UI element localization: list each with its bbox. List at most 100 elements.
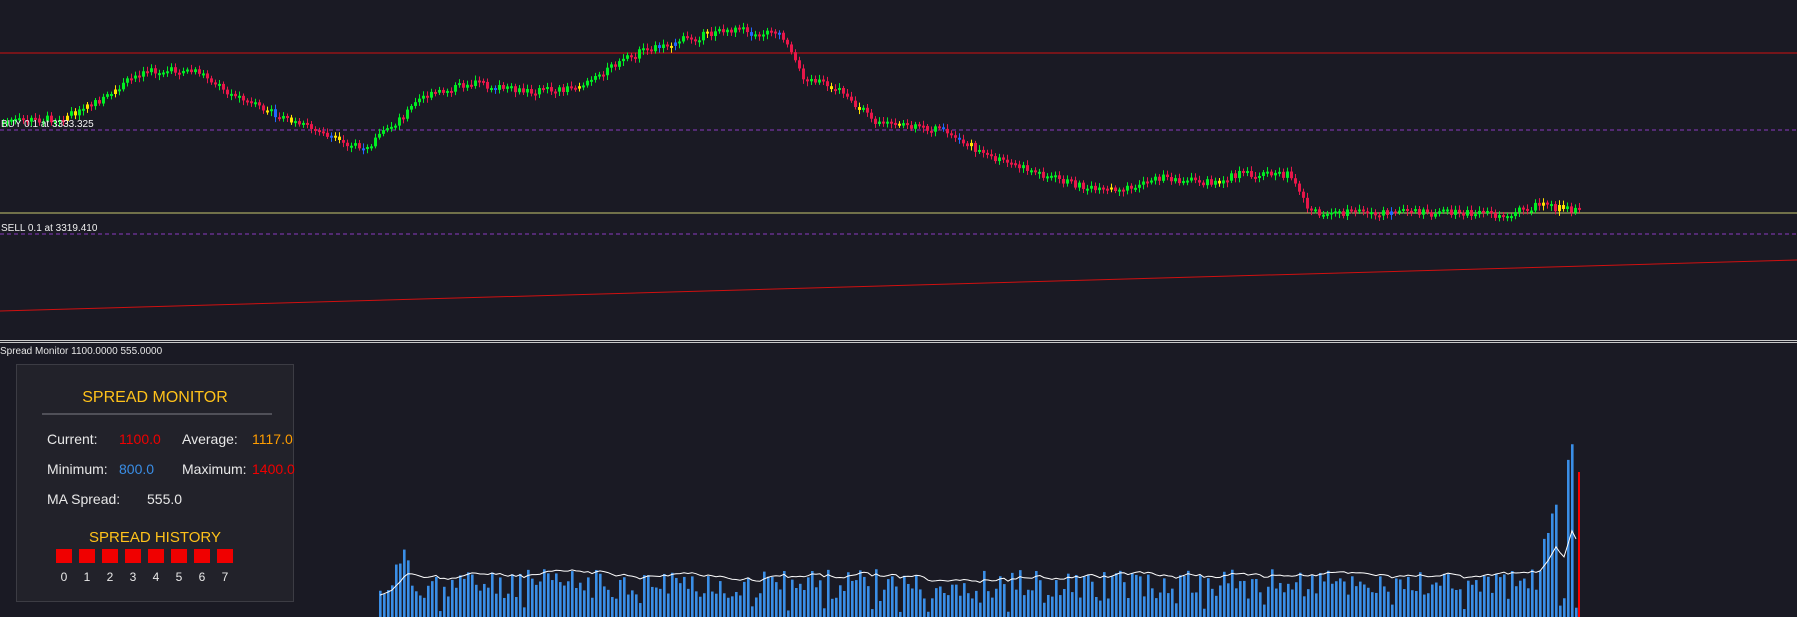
history-box (148, 549, 164, 563)
candle-body (626, 55, 629, 59)
candle-body (646, 48, 649, 51)
candle-body (346, 142, 349, 147)
spread-bar (771, 576, 774, 617)
candle-body (238, 95, 241, 98)
candle-body (814, 78, 817, 83)
spread-bar (1135, 574, 1138, 617)
spread-bar (1015, 589, 1018, 617)
candle-body (878, 121, 881, 124)
candle-body (1326, 213, 1329, 216)
spread-bar (1547, 532, 1550, 617)
spread-bar (951, 584, 954, 617)
spread-bar (567, 581, 570, 617)
spread-bar (443, 586, 446, 617)
candle-body (758, 34, 761, 37)
candle-body (1498, 215, 1501, 218)
candle-body (1382, 210, 1385, 216)
candle-body (306, 122, 309, 125)
spread-bar (703, 593, 706, 617)
spread-bar (1483, 575, 1486, 617)
candle-body (954, 135, 957, 138)
candle-body (1026, 165, 1029, 171)
history-box (171, 549, 187, 563)
candle-body (698, 40, 701, 43)
spread-bar (527, 569, 530, 617)
candle-body (1098, 187, 1101, 191)
candle-body (1534, 202, 1537, 211)
spread-bar (1507, 598, 1510, 617)
spread-bar (1003, 584, 1006, 617)
spread-bar (1383, 586, 1386, 617)
spread-bar (1355, 586, 1358, 617)
trend-line[interactable] (0, 259, 1797, 312)
candle-body (1086, 188, 1089, 191)
candle-body (378, 133, 381, 138)
candle-body (578, 86, 581, 89)
candle-body (1266, 171, 1269, 174)
candle-body (166, 71, 169, 74)
spread-bar (1011, 572, 1014, 617)
candle-body (182, 71, 185, 74)
candle-body (298, 121, 301, 125)
candle-body (1106, 188, 1109, 191)
candle-body (118, 89, 121, 92)
candle-body (842, 87, 845, 94)
candle-body (1446, 209, 1449, 212)
spread-bar (1095, 596, 1098, 617)
spread-bar (1475, 580, 1478, 617)
candle-body (1370, 212, 1373, 215)
spread-bar (1279, 582, 1282, 617)
indicator-label: Spread Monitor 1100.0000 555.0000 (0, 346, 163, 357)
candle-body (1318, 209, 1321, 216)
spread-bar (451, 579, 454, 617)
candle-body (582, 85, 585, 88)
candle-body (1450, 209, 1453, 215)
spread-bar (1435, 582, 1438, 617)
candle-body (1398, 210, 1401, 213)
candle-body (330, 135, 333, 138)
spread-bar (591, 597, 594, 617)
spread-bar (395, 564, 398, 617)
candle-body (42, 121, 45, 124)
spread-bar (695, 591, 698, 617)
spread-bar (1263, 604, 1266, 617)
candle-body (34, 117, 37, 120)
candle-body (414, 102, 417, 106)
pane-separator[interactable] (0, 340, 1797, 343)
candle-body (854, 100, 857, 108)
ma-label: MA Spread: (47, 491, 121, 507)
spread-bar (587, 577, 590, 617)
spread-bar (515, 597, 518, 617)
spread-bar (895, 586, 898, 617)
spread-histogram (379, 444, 1580, 617)
candle-body (90, 104, 93, 107)
candle-body (1222, 180, 1225, 184)
candle-body (1558, 205, 1561, 212)
spread-bar (523, 607, 526, 617)
candle-body (78, 109, 81, 116)
candle-body (1038, 171, 1041, 174)
candle-body (846, 93, 849, 97)
price-chart[interactable] (0, 0, 1797, 340)
candle-body (718, 29, 721, 32)
candle-body (1346, 209, 1349, 216)
spread-bar (1451, 588, 1454, 617)
candle-body (186, 69, 189, 72)
candle-body (194, 69, 197, 73)
spread-bar (983, 570, 986, 617)
candle-body (1202, 182, 1205, 186)
candlestick-series (2, 22, 1581, 222)
spread-bar (1367, 587, 1370, 617)
candle-body (1338, 211, 1341, 214)
spread-bar (851, 580, 854, 617)
candle-body (1562, 205, 1565, 209)
candle-body (654, 45, 657, 52)
candle-body (938, 126, 941, 129)
spread-bar (1183, 575, 1186, 617)
candle-body (918, 124, 921, 127)
candle-body (1566, 206, 1569, 209)
candle-body (1114, 187, 1117, 192)
candle-body (762, 34, 765, 37)
spread-bar (891, 576, 894, 617)
candle-body (374, 137, 377, 147)
